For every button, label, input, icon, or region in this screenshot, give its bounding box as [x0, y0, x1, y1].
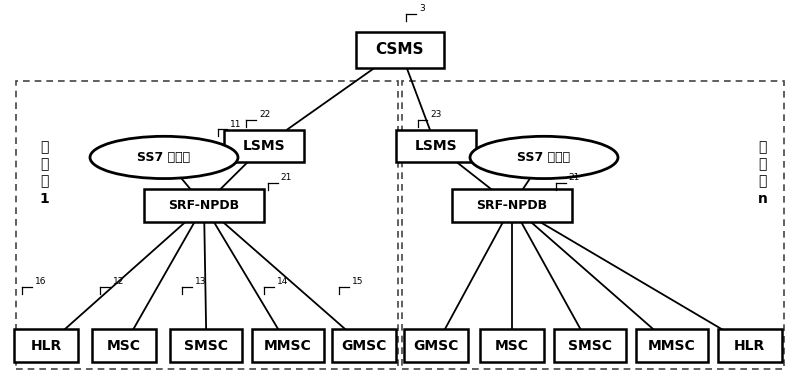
- FancyBboxPatch shape: [170, 329, 242, 362]
- Bar: [402, 81, 784, 369]
- FancyBboxPatch shape: [636, 329, 708, 362]
- FancyBboxPatch shape: [252, 329, 324, 362]
- Text: SS7 信令网: SS7 信令网: [518, 151, 570, 164]
- Text: 21: 21: [281, 174, 292, 182]
- Text: SRF-NPDB: SRF-NPDB: [477, 199, 547, 212]
- Text: 12: 12: [113, 277, 124, 286]
- Text: MSC: MSC: [107, 339, 141, 353]
- Text: 3: 3: [419, 5, 425, 13]
- FancyBboxPatch shape: [396, 130, 476, 162]
- Text: SS7 信令网: SS7 信令网: [138, 151, 190, 164]
- Ellipse shape: [90, 136, 238, 179]
- FancyBboxPatch shape: [718, 329, 782, 362]
- Text: SRF-NPDB: SRF-NPDB: [169, 199, 239, 212]
- Text: 11: 11: [230, 120, 242, 129]
- Text: HLR: HLR: [734, 339, 766, 353]
- Text: 21: 21: [569, 174, 580, 182]
- Text: GMSC: GMSC: [342, 339, 386, 353]
- FancyBboxPatch shape: [356, 32, 444, 68]
- Text: HLR: HLR: [30, 339, 62, 353]
- FancyBboxPatch shape: [554, 329, 626, 362]
- FancyBboxPatch shape: [332, 329, 396, 362]
- Text: 运
营
商
1: 运 营 商 1: [39, 140, 49, 206]
- Text: SMSC: SMSC: [568, 339, 612, 353]
- Text: 运
营
商
n: 运 营 商 n: [758, 140, 767, 206]
- Text: 14: 14: [277, 277, 288, 286]
- Bar: [16, 81, 398, 369]
- Ellipse shape: [470, 136, 618, 179]
- Text: MSC: MSC: [495, 339, 529, 353]
- Text: CSMS: CSMS: [376, 42, 424, 58]
- Text: MMSC: MMSC: [648, 339, 696, 353]
- FancyBboxPatch shape: [404, 329, 468, 362]
- Text: 22: 22: [259, 110, 270, 119]
- Text: LSMS: LSMS: [242, 139, 286, 153]
- Text: MMSC: MMSC: [264, 339, 312, 353]
- Text: 15: 15: [352, 277, 363, 286]
- FancyBboxPatch shape: [92, 329, 156, 362]
- FancyBboxPatch shape: [144, 189, 264, 222]
- FancyBboxPatch shape: [480, 329, 544, 362]
- FancyBboxPatch shape: [452, 189, 572, 222]
- FancyBboxPatch shape: [14, 329, 78, 362]
- Text: 16: 16: [35, 277, 46, 286]
- Text: SMSC: SMSC: [184, 339, 229, 353]
- Text: 23: 23: [430, 110, 442, 119]
- Text: 13: 13: [195, 277, 206, 286]
- Text: GMSC: GMSC: [414, 339, 458, 353]
- FancyBboxPatch shape: [224, 130, 304, 162]
- Text: LSMS: LSMS: [414, 139, 458, 153]
